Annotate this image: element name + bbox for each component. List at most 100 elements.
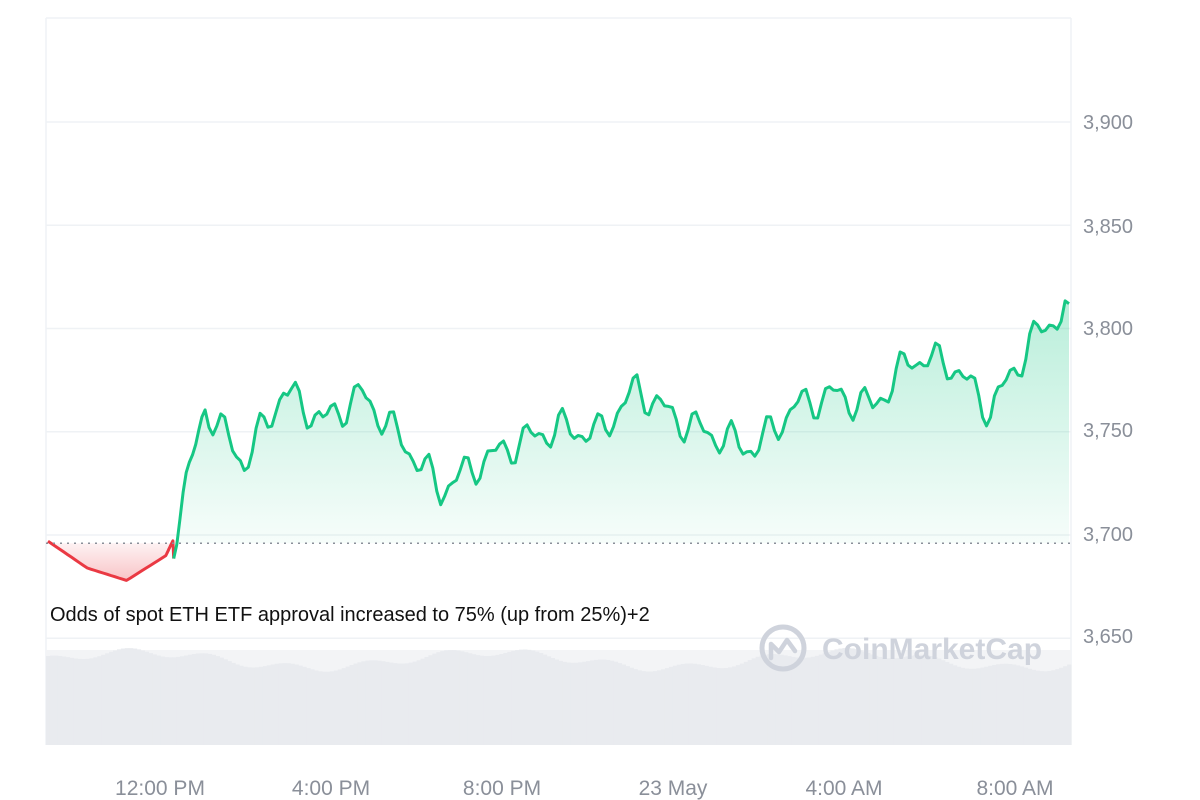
volume-bar	[921, 654, 926, 745]
volume-bar	[763, 654, 768, 745]
volume-bar	[897, 657, 902, 745]
volume-bar	[826, 651, 832, 745]
volume-bar	[854, 649, 859, 745]
y-axis: 3,900 3,850 3,800 3,750 3,700 3,650	[1083, 112, 1133, 648]
volume-bar	[85, 658, 90, 745]
volume-bar	[132, 648, 138, 745]
volume-bar	[641, 671, 646, 745]
news-annotation[interactable]: Odds of spot ETH ETF approval increased …	[50, 604, 650, 626]
volume-bar	[436, 652, 441, 745]
volume-bar	[452, 650, 457, 745]
price-area-above-baseline	[173, 300, 1069, 559]
volume-bar	[164, 657, 169, 745]
volume-bar	[278, 663, 284, 745]
price-line-down	[47, 539, 176, 582]
volume-bar	[735, 665, 741, 745]
volume-bar	[412, 661, 418, 745]
volume-bar	[956, 666, 962, 745]
volume-bar	[787, 656, 792, 745]
volume-bar	[554, 659, 559, 745]
volume-bar	[89, 658, 94, 745]
volume-bar	[684, 663, 690, 745]
volume-bar	[503, 652, 508, 745]
volume-bars	[46, 648, 1072, 745]
volume-bar	[988, 665, 993, 745]
volume-bar	[444, 650, 449, 745]
volume-bar	[349, 665, 354, 745]
volume-bar	[511, 650, 516, 745]
volume-bar	[578, 662, 583, 745]
volume-bar	[558, 660, 563, 745]
volume-bar	[696, 664, 701, 745]
volume-bar	[298, 665, 303, 745]
volume-bar	[195, 653, 201, 745]
volume-bar	[109, 651, 114, 745]
x-tick-label: 12:00 PM	[115, 777, 205, 800]
volume-bar	[972, 668, 977, 745]
volume-bar	[1063, 666, 1068, 745]
volume-bar	[373, 660, 378, 745]
volume-bar	[471, 654, 477, 745]
volume-bar	[1055, 669, 1060, 745]
price-area-below-baseline	[48, 540, 174, 581]
volume-bar	[274, 663, 280, 745]
volume-bar	[869, 654, 875, 745]
watermark-text: CoinMarketCap	[822, 633, 1042, 666]
volume-bar	[1011, 664, 1017, 745]
volume-bar	[625, 666, 630, 745]
volume-bar	[637, 670, 642, 745]
volume-bar	[771, 654, 776, 745]
volume-bar	[929, 655, 934, 745]
volume-bar	[302, 666, 307, 745]
y-tick-label: 3,800	[1083, 318, 1133, 340]
volume-bar	[688, 663, 694, 745]
volume-bar	[1031, 669, 1037, 745]
volume-bar	[456, 650, 461, 745]
volume-bar	[526, 649, 532, 745]
volume-bar	[668, 666, 674, 745]
x-tick-label: 4:00 PM	[292, 777, 370, 800]
volume-bar	[597, 659, 603, 745]
volume-bar	[93, 657, 98, 745]
volume-bar	[499, 653, 504, 745]
volume-bar	[207, 653, 213, 745]
volume-bar	[818, 654, 824, 745]
volume-bar	[361, 661, 366, 745]
volume-bar	[353, 663, 358, 745]
volume-bar	[747, 660, 753, 745]
price-line-up	[172, 299, 1070, 559]
volume-bar	[424, 656, 429, 745]
volume-bar	[215, 656, 220, 745]
volume-bar	[783, 655, 788, 745]
volume-bar	[964, 668, 969, 745]
volume-bar	[254, 667, 260, 745]
volume-bar	[105, 653, 110, 745]
volume-bar	[136, 649, 142, 745]
volume-bar	[984, 666, 989, 745]
volume-bar	[586, 661, 591, 745]
volume-bar	[467, 653, 473, 745]
volume-bar	[743, 661, 749, 745]
volume-bar	[314, 670, 319, 745]
volume-bar	[459, 651, 465, 745]
volume-bar	[282, 663, 287, 745]
volume-bar	[968, 668, 973, 745]
volume-bar	[432, 653, 437, 745]
volume-bar	[582, 661, 587, 745]
volume-bar	[369, 660, 374, 745]
volume-bar	[294, 664, 299, 745]
volume-bar	[976, 668, 981, 745]
volume-bar	[948, 663, 954, 745]
volume-bar	[1039, 671, 1044, 745]
volume-bar	[172, 657, 177, 745]
volume-bar	[1047, 670, 1052, 745]
volume-bar	[940, 660, 946, 745]
volume-bar	[290, 663, 295, 745]
volume-bar	[97, 656, 102, 745]
volume-bar	[148, 653, 153, 745]
volume-bar	[491, 655, 496, 745]
volume-bar	[751, 658, 757, 745]
volume-bar	[49, 655, 55, 745]
volume-bar	[124, 648, 130, 745]
volume-bar	[46, 656, 51, 745]
